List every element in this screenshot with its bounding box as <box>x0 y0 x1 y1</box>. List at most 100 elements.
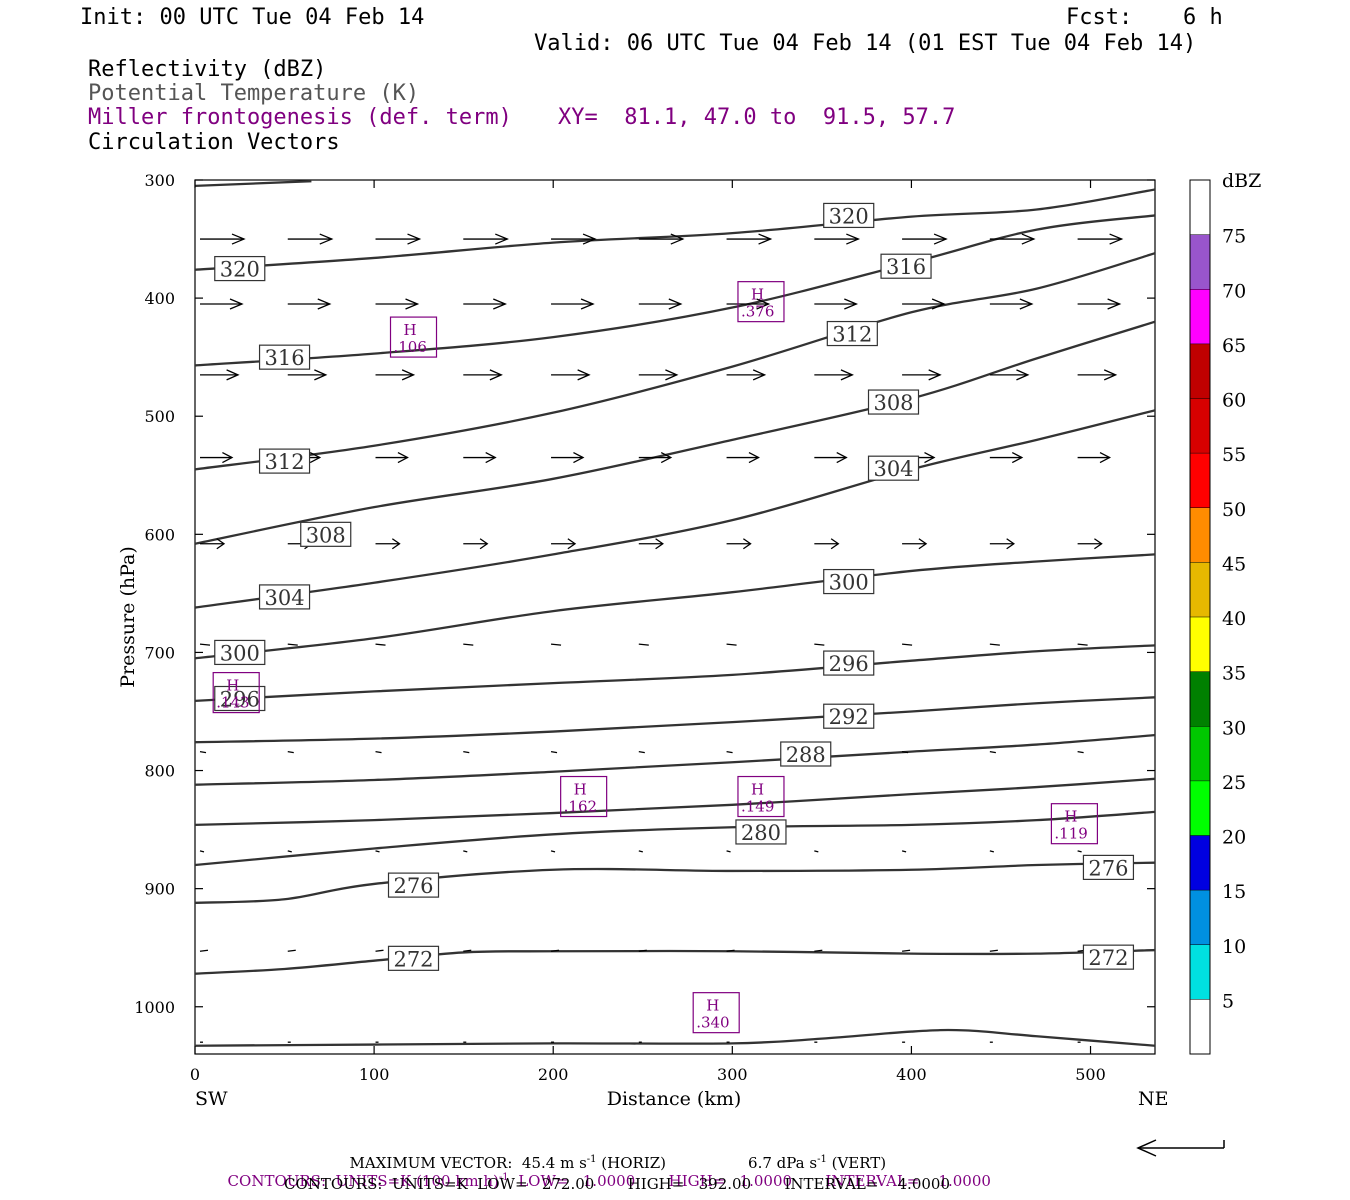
circulation-vector-head <box>317 298 332 310</box>
y-tick-label: 1000 <box>134 998 175 1017</box>
x-axis-right-label: NE <box>1138 1088 1169 1110</box>
frontogenesis-max-box <box>389 316 438 358</box>
colorbar-segment <box>1190 507 1210 563</box>
frontogenesis-max-h: H <box>751 286 764 304</box>
init-time: Init: 00 UTC Tue 04 Feb 14 <box>80 5 425 30</box>
isentrope-label-box <box>880 253 932 279</box>
plot-frame <box>194 179 1156 1055</box>
frontogenesis-max-box <box>560 775 608 818</box>
circulation-vector <box>287 643 298 646</box>
isentrope-288 <box>195 733 1155 786</box>
x-axis-left-label: SW <box>195 1088 228 1110</box>
max-vector-vert-exp: -1 <box>817 1154 827 1165</box>
fg-contour-range: LOW= 1.0000 HIGH= 1.0000 INTERVAL= 1.000… <box>508 1172 991 1190</box>
circulation-vector-head <box>582 233 597 245</box>
circulation-vector <box>989 949 998 952</box>
circulation-vector <box>1160 851 1164 852</box>
frontogenesis-max-value: .162 <box>564 798 597 816</box>
circulation-vector-head <box>844 298 859 310</box>
isentrope-300 <box>195 553 1155 660</box>
isentrope-268 <box>195 1028 1155 1047</box>
frontogenesis-max-h: H <box>574 781 587 799</box>
circulation-vector <box>1160 752 1166 753</box>
circulation-vector <box>638 643 649 646</box>
colorbar-label: 25 <box>1222 772 1246 794</box>
isentrope-label: 280 <box>741 821 781 845</box>
isentrope-label-box <box>258 344 311 370</box>
colorbar-label: 55 <box>1222 444 1246 466</box>
circulation-vector <box>199 949 209 952</box>
colorbar-segment <box>1190 835 1210 891</box>
circulation-vector-head <box>830 538 840 550</box>
circulation-vector-head <box>1021 233 1036 245</box>
circulation-vector <box>989 751 996 754</box>
circulation-vector-head <box>748 451 760 464</box>
isentrope-label-box <box>823 703 875 729</box>
frontogenesis-max-box <box>692 992 740 1034</box>
isentrope-label-box <box>867 389 920 415</box>
circulation-vector <box>199 643 211 646</box>
circulation-vector <box>463 751 470 754</box>
isentrope-label-box <box>387 872 440 898</box>
colorbar-label: 50 <box>1222 499 1246 521</box>
circulation-vector <box>463 850 468 853</box>
circulation-vector-head <box>391 538 401 550</box>
circulation-vector <box>199 850 205 853</box>
y-tick-label: 600 <box>144 525 175 544</box>
colorbar-segment <box>1190 398 1210 454</box>
circulation-vector <box>814 850 819 853</box>
colorbar-label: 10 <box>1222 936 1246 958</box>
field-potential-temperature: Potential Temperature (K) <box>88 81 420 106</box>
circulation-vector-head <box>495 233 509 245</box>
isentrope-label: 320 <box>829 204 869 228</box>
circulation-vector-head <box>758 233 773 245</box>
circulation-vector <box>726 850 731 853</box>
isentrope-276 <box>195 861 1155 904</box>
isentrope-280 <box>195 810 1155 867</box>
isentrope-label: 304 <box>873 457 913 481</box>
circulation-vector-head <box>577 369 591 381</box>
isentrope-320 <box>195 188 1155 271</box>
circulation-vector <box>463 643 474 646</box>
circulation-vector <box>199 751 207 754</box>
colorbar-label: 65 <box>1222 335 1246 357</box>
circulation-vector-head <box>405 298 420 310</box>
circulation-vector-head <box>1107 298 1122 310</box>
frontogenesis-max-value: .119 <box>1054 825 1087 843</box>
circulation-vector-head <box>485 451 497 464</box>
circulation-vector-head <box>567 538 577 550</box>
x-tick-label: 100 <box>359 1065 390 1084</box>
colorbar-label: 40 <box>1222 608 1246 630</box>
circulation-vector <box>463 949 472 952</box>
frontogenesis-contour-info: CONTOURS: UNITS=K (100 km h)-1 LOW= 1.00… <box>218 1158 991 1189</box>
field-reflectivity: Reflectivity (dBZ) <box>88 57 327 82</box>
field-frontogenesis: Miller frontogenesis (def. term) <box>88 105 512 130</box>
isentrope-label: 276 <box>393 874 433 898</box>
isentrope-label: 300 <box>220 641 260 665</box>
x-axis-title: Distance (km) <box>607 1088 742 1110</box>
circulation-vector-head <box>580 298 595 310</box>
frontogenesis-max-box <box>737 775 785 818</box>
circulation-vector <box>287 949 296 952</box>
max-vector-vert: 6.7 dPa s <box>748 1154 818 1172</box>
circulation-vector-head <box>918 538 928 550</box>
forecast-hour: 6 h <box>1183 5 1223 30</box>
isentrope-label: 308 <box>306 523 346 547</box>
circulation-vector-head <box>397 451 409 464</box>
circulation-vector-head <box>655 538 664 550</box>
circulation-vector <box>1160 644 1170 645</box>
x-tick-label: 500 <box>1075 1065 1106 1084</box>
cross-section-chart: 3203203163163123123083083043043003002962… <box>117 170 1261 1110</box>
colorbar-label: 5 <box>1222 990 1234 1012</box>
y-tick-label: 700 <box>144 643 175 662</box>
isentrope-label: 316 <box>265 346 305 370</box>
isentrope-label-box <box>1082 944 1135 970</box>
isentrope-label-box <box>214 255 266 282</box>
frontogenesis-max-value: .340 <box>696 1014 729 1032</box>
colorbar-segment <box>1190 289 1210 344</box>
circulation-vector-head <box>479 538 489 550</box>
isentrope-label-box <box>867 455 920 481</box>
isentrope-label: 320 <box>220 258 260 282</box>
isentrope-316 <box>195 214 1155 367</box>
fg-contour-units: CONTOURS: UNITS=K (100 km h) <box>227 1172 499 1190</box>
